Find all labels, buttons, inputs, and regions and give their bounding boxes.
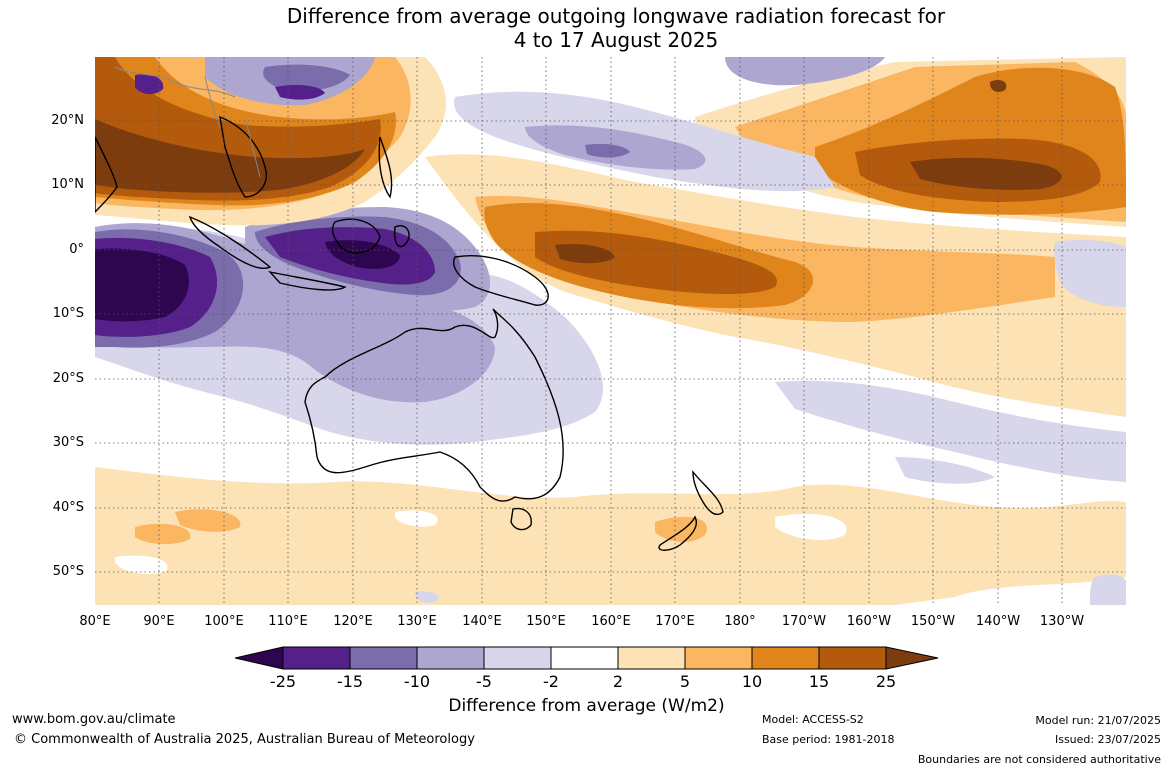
colorbar-swatch [684, 646, 753, 670]
australia-coastline [304, 308, 564, 502]
lon-label: 170°W [781, 614, 827, 629]
graticule [95, 57, 1126, 605]
issued-date: Issued: 23/07/2025 [1054, 733, 1161, 746]
indian-ocean-negative-core [95, 248, 189, 322]
colorbar-swatch [617, 646, 686, 670]
map-title: Difference from average outgoing longwav… [0, 4, 1173, 52]
lon-label: 110°E [268, 614, 308, 629]
lat-label: 20°N [51, 113, 84, 128]
lat-label: 30°S [52, 435, 84, 450]
borneo-coastline [331, 218, 381, 254]
lon-label: 80°E [79, 614, 111, 629]
colorbar-label: -10 [403, 672, 431, 691]
colorbar-extend-low [235, 646, 284, 670]
lon-label: 150°W [910, 614, 956, 629]
colorbar-label: 25 [875, 672, 897, 691]
new-zealand-north [692, 470, 724, 516]
colorbar-label: 10 [741, 672, 763, 691]
north-pacific-negative-strong [585, 143, 630, 158]
colorbar-swatch [416, 646, 485, 670]
colorbar-label: -15 [336, 672, 364, 691]
colorbar-extend-high [885, 646, 939, 670]
map-canvas [95, 57, 1126, 605]
tasmania-coastline [510, 507, 532, 531]
lat-label: 10°N [51, 177, 84, 192]
indochina-coastline [219, 115, 267, 198]
colorbar-label: -5 [476, 672, 492, 691]
lon-label: 160°W [846, 614, 892, 629]
se-pacific-negative-light [775, 380, 1126, 482]
colorbar-label: 2 [612, 672, 624, 691]
copyright-text: © Commonwealth of Australia 2025, Austra… [14, 732, 475, 747]
colorbar-label: 5 [679, 672, 691, 691]
lon-label: 180° [724, 614, 756, 629]
coastlines [95, 115, 724, 551]
colorbar-title: Difference from average (W/m2) [448, 696, 725, 716]
colorbar-label: -25 [269, 672, 297, 691]
colorbar-label: -2 [543, 672, 559, 691]
colorbar-swatch [751, 646, 820, 670]
lon-label: 90°E [143, 614, 175, 629]
se-asia-positive-core [95, 119, 365, 193]
colorbar-swatch [550, 646, 619, 670]
lon-label: 140°E [462, 614, 502, 629]
title-line-1: Difference from average outgoing longwav… [286, 4, 946, 28]
colorbar-swatch [483, 646, 552, 670]
sulawesi-coastline [393, 225, 410, 248]
website-link[interactable]: www.bom.gov.au/climate [12, 712, 176, 727]
philippines-coastline [378, 136, 393, 199]
maritime-negative-core [325, 240, 400, 269]
olr-anomaly-map [95, 57, 1126, 605]
colorbar-swatch [349, 646, 418, 670]
lon-label: 120°E [333, 614, 373, 629]
model-name: Model: ACCESS-S2 [762, 713, 864, 726]
pacific-positive-core [555, 244, 615, 264]
lon-label: 100°E [204, 614, 244, 629]
boundaries-disclaimer: Boundaries are not considered authoritat… [917, 753, 1161, 766]
lat-label: 20°S [52, 371, 84, 386]
colorbar-label: 15 [808, 672, 830, 691]
lat-label: 10°S [52, 306, 84, 321]
lat-label: 0° [69, 242, 84, 257]
title-line-2: 4 to 17 August 2025 [513, 28, 719, 52]
java-coastline [268, 270, 347, 291]
lat-label: 50°S [52, 564, 84, 579]
colorbar-swatch [282, 646, 351, 670]
new-zealand-south [658, 515, 697, 551]
lat-label: 40°S [52, 500, 84, 515]
india-coastline [95, 136, 118, 213]
south-positive-patch-3 [655, 516, 707, 543]
base-period: Base period: 1981-2018 [762, 733, 895, 746]
ne-pacific-positive-core [910, 157, 1062, 190]
lon-label: 150°E [526, 614, 566, 629]
model-run-date: Model run: 21/07/2025 [1035, 714, 1161, 727]
colorbar-swatch [818, 646, 887, 670]
lon-label: 130°E [397, 614, 437, 629]
lon-label: 130°W [1039, 614, 1085, 629]
lon-label: 160°E [591, 614, 631, 629]
country-borders [114, 66, 261, 178]
colorbar [235, 646, 939, 670]
new-guinea-coastline [453, 255, 549, 306]
lon-label: 140°W [975, 614, 1021, 629]
lon-label: 170°E [655, 614, 695, 629]
south-positive-patch-1 [135, 523, 191, 545]
sumatra-coastline [188, 215, 272, 269]
